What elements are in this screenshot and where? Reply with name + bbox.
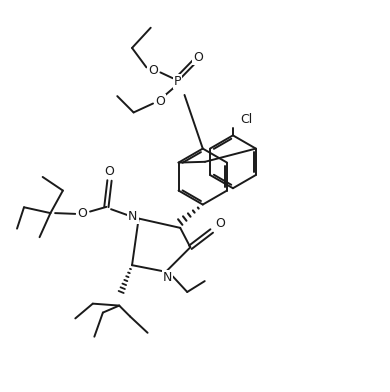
Text: O: O: [77, 207, 87, 220]
Text: N: N: [163, 271, 172, 284]
Text: O: O: [215, 218, 225, 230]
Text: O: O: [105, 165, 114, 178]
Text: Cl: Cl: [240, 113, 253, 125]
Text: O: O: [155, 95, 165, 108]
Text: N: N: [128, 210, 138, 223]
Text: O: O: [149, 64, 158, 77]
Text: O: O: [193, 51, 203, 64]
Text: P: P: [174, 75, 181, 88]
